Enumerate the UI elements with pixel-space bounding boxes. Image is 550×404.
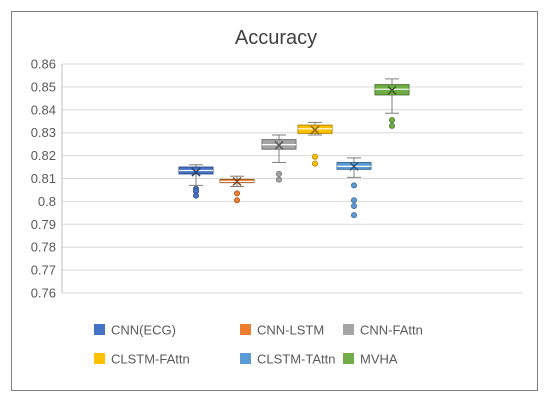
legend-item-clstm-tattn: CLSTM-TAttn: [240, 352, 336, 367]
y-tick-label: 0.76: [31, 286, 56, 301]
box-cnn-fattn: [261, 134, 297, 183]
chart-frame: Accuracy 0.76 0.77 0.78 0.79 0.8 0.81 0.82 0.83…: [11, 11, 538, 391]
legend-item-clstm-fattn: CLSTM-FAttn: [94, 352, 190, 367]
mean-marker: [274, 140, 284, 150]
legend-label: CNN-LSTM: [257, 323, 324, 338]
outlier-point: [275, 170, 282, 177]
outlier-point: [311, 153, 318, 160]
legend-item-cnn-ecg-: CNN(ECG): [94, 323, 176, 338]
mean-marker: [232, 176, 242, 187]
y-tick-label: 0.81: [31, 171, 56, 186]
gridlines: [62, 63, 523, 294]
accuracy-boxplot-chart: Accuracy 0.76 0.77 0.78 0.79 0.8 0.81 0.82 0.83…: [31, 27, 523, 367]
legend-swatch: [94, 324, 105, 335]
box-cnn-ecg-: [178, 164, 214, 199]
outlier-point: [233, 197, 240, 204]
outlier-point: [311, 160, 318, 167]
mean-marker: [191, 167, 201, 177]
mean-marker: [387, 85, 397, 95]
chart-title: Accuracy: [235, 27, 317, 49]
y-tick-label: 0.83: [31, 125, 56, 140]
outlier-point: [233, 190, 240, 197]
outlier-point: [388, 117, 395, 124]
outlier-point: [275, 176, 282, 183]
y-tick-label: 0.85: [31, 79, 56, 94]
mean-marker: [310, 125, 320, 135]
legend-item-cnn-fattn: CNN-FAttn: [343, 323, 423, 338]
legend-swatch: [240, 353, 251, 364]
y-tick-label: 0.82: [31, 148, 56, 163]
outlier-point: [388, 122, 395, 129]
legend-swatch: [343, 353, 354, 364]
y-tick-label: 0.78: [31, 240, 56, 255]
y-axis: 0.76 0.77 0.78 0.79 0.8 0.81 0.82 0.83 0.84 0.85 0…: [31, 57, 63, 301]
legend-label: CLSTM-TAttn: [257, 352, 336, 367]
mean-marker: [349, 161, 359, 171]
y-tick-label: 0.86: [31, 57, 56, 72]
legend-swatch: [94, 353, 105, 364]
box-clstm-fattn: [297, 121, 333, 167]
legend-label: CNN-FAttn: [360, 323, 423, 338]
outlier-point: [350, 212, 357, 219]
outlier-point: [192, 192, 199, 199]
box-series-layer: [178, 78, 410, 219]
outlier-point: [350, 197, 357, 204]
legend-label: CNN(ECG): [111, 323, 176, 338]
legend-swatch: [240, 324, 251, 335]
box-mvha: [374, 78, 410, 129]
legend: CNN(ECG) CNN-LSTM CNN-FAttn CLSTM-FAttn CLST…: [94, 323, 423, 367]
y-tick-label: 0.84: [31, 102, 56, 117]
legend-label: MVHA: [360, 352, 398, 367]
legend-item-cnn-lstm: CNN-LSTM: [240, 323, 324, 338]
legend-swatch: [343, 324, 354, 335]
legend-item-mvha: MVHA: [343, 352, 398, 367]
box-clstm-tattn: [336, 157, 372, 219]
y-tick-label: 0.8: [38, 194, 56, 209]
box-cnn-lstm: [219, 175, 255, 204]
legend-label: CLSTM-FAttn: [111, 352, 190, 367]
y-tick-label: 0.77: [31, 263, 56, 278]
outlier-point: [350, 202, 357, 209]
y-tick-label: 0.79: [31, 217, 56, 232]
outlier-point: [350, 182, 357, 189]
